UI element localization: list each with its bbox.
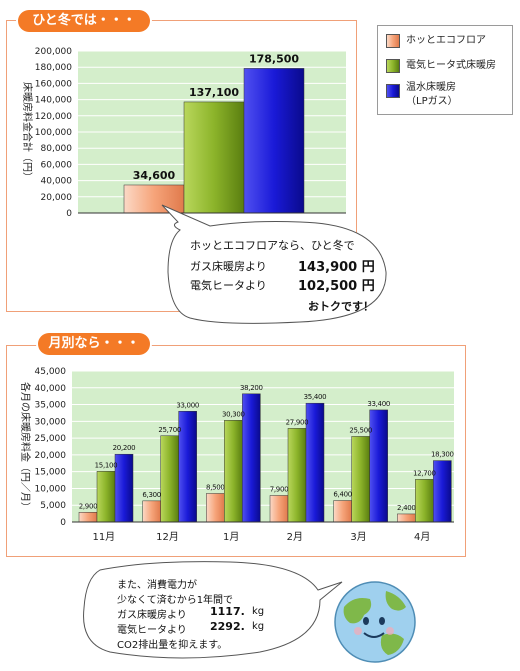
y-axis-label-monthly: 各月の床暖房料金（円／月） [19, 382, 32, 512]
data-label-hot-water: 178,500 [249, 52, 299, 65]
co2-line1: また、消費電力が [117, 580, 197, 591]
bar-hot-eco [333, 500, 352, 523]
co2-gas-value: 1117. [210, 605, 245, 618]
section1-title: ひと冬では・・・ [18, 10, 150, 32]
y-tick-label: 80,000 [41, 144, 73, 154]
x-category-label: 12月 [156, 531, 179, 543]
bar-hot-water [305, 402, 325, 523]
bar-hot-eco [269, 495, 289, 523]
legend-label-hot-eco: ホッとエコフロア [406, 35, 486, 46]
co2-line5: CO2排出量を抑えます。 [117, 640, 228, 651]
data-label-electric: 137,100 [189, 86, 239, 99]
co2-gas-unit: kg [252, 606, 265, 617]
x-category-label: 1月 [223, 531, 239, 543]
legend-swatch-hot-water [386, 84, 400, 98]
y-tick-label: 45,000 [35, 367, 67, 377]
data-label-hot-water: 38,200 [240, 384, 263, 392]
data-label-hot-water: 33,400 [367, 400, 390, 408]
savings-intro: ホッとエコフロアなら、ひと冬で [190, 239, 355, 252]
data-label-hot-water: 20,200 [113, 444, 136, 452]
y-tick-label: 10,000 [35, 484, 67, 494]
bar-electric [96, 471, 116, 523]
x-category-label: 4月 [414, 531, 430, 543]
total-cost-chart: 0 20,000 40,000 60,000 80,000 100,000 120,000 1… [21, 47, 346, 219]
data-label-hot-eco: 6,300 [142, 491, 161, 499]
data-label-electric: 15,100 [95, 461, 118, 469]
y-tick-label: 35,000 [35, 401, 67, 411]
plot-area-monthly [72, 371, 454, 522]
y-tick-label: 120,000 [35, 112, 72, 122]
bar-hot-eco [397, 513, 416, 523]
savings-closing: おトクです！ [308, 300, 374, 313]
legend-swatch-hot-eco [386, 34, 400, 48]
bar-hot-water [369, 409, 388, 523]
y-tick-label: 40,000 [41, 177, 73, 187]
y-tick-label: 140,000 [35, 96, 72, 106]
data-label-electric: 27,900 [286, 418, 309, 426]
co2-electric-unit: kg [252, 621, 265, 632]
savings-gas-value: 143,900 円 [298, 260, 375, 275]
bar-hot-eco [206, 493, 225, 523]
bar-hot-water [178, 411, 197, 523]
y-tick-label: 40,000 [35, 384, 67, 394]
y-tick-label: 200,000 [35, 47, 72, 57]
bar-electric [183, 101, 245, 214]
data-label-hot-water: 33,000 [176, 401, 199, 409]
bar-electric [351, 436, 370, 523]
y-axis-label: 床暖房料金合計（円） [21, 82, 34, 182]
savings-electric-label: 電気ヒータより [190, 279, 267, 292]
y-tick-label: 15,000 [35, 468, 67, 478]
y-tick-label: 20,000 [35, 451, 67, 461]
section2-title: 月別なら・・・ [38, 333, 150, 355]
data-label-hot-eco: 2,900 [79, 502, 98, 510]
y-tick-label: 0 [66, 209, 72, 219]
bar-hot-eco [142, 500, 161, 523]
co2-electric-label: 電気ヒータより [117, 625, 187, 636]
data-label-hot-eco: 2,400 [397, 504, 416, 512]
earth-mascot-icon [334, 581, 416, 663]
y-tick-label: 5,000 [40, 501, 66, 511]
y-tick-label: 180,000 [35, 63, 72, 73]
legend-label-hot-water-line1: 温水床暖房 [406, 82, 456, 93]
co2-electric-value: 2292. [210, 620, 245, 633]
bar-hot-water [433, 460, 452, 523]
data-label-electric: 12,700 [413, 469, 436, 477]
bar-electric [415, 479, 434, 523]
data-label-electric: 30,300 [222, 410, 245, 418]
legend-label-hot-water-line2: （LPガス） [406, 96, 458, 107]
data-label-electric: 25,700 [158, 426, 181, 434]
legend-label-electric: 電気ヒータ式床暖房 [406, 60, 496, 71]
bar-hot-eco [78, 512, 98, 523]
co2-gas-label: ガス床暖房より [117, 610, 187, 621]
y-tick-label: 160,000 [35, 79, 72, 89]
data-label-electric: 25,500 [349, 426, 372, 434]
legend: ホッとエコフロア 電気ヒータ式床暖房 温水床暖房 （LPガス） [377, 25, 513, 115]
y-tick-label: 0 [60, 518, 66, 528]
y-tick-label: 60,000 [41, 160, 73, 170]
y-tick-label: 100,000 [35, 128, 72, 138]
x-category-label: 3月 [350, 531, 366, 543]
x-category-label: 2月 [287, 531, 303, 543]
x-category-label: 11月 [92, 531, 115, 543]
bar-hot-water [114, 453, 134, 523]
y-tick-label: 30,000 [35, 417, 67, 427]
data-label-hot-eco: 7,900 [270, 485, 289, 493]
monthly-cost-chart: 0 5,000 10,000 15,000 20,000 25,000 30,000 35,0… [19, 367, 454, 543]
bar-hot-water [242, 393, 261, 523]
savings-gas-label: ガス床暖房より [190, 260, 267, 273]
data-label-hot-water: 35,400 [304, 393, 327, 401]
bar-electric [160, 435, 179, 523]
co2-line2: 少なくて済むから1年間で [117, 595, 234, 606]
legend-swatch-electric [386, 59, 400, 73]
data-label-hot-eco: 34,600 [133, 169, 176, 182]
bar-electric [224, 420, 243, 523]
data-label-hot-eco: 6,400 [333, 491, 352, 499]
y-tick-label: 20,000 [41, 193, 73, 203]
bar-electric [287, 428, 307, 523]
savings-electric-value: 102,500 円 [298, 279, 375, 294]
y-tick-label: 25,000 [35, 434, 67, 444]
bar-hot-water [243, 68, 305, 214]
data-label-hot-water: 18,300 [431, 451, 454, 459]
data-label-hot-eco: 8,500 [206, 483, 225, 491]
